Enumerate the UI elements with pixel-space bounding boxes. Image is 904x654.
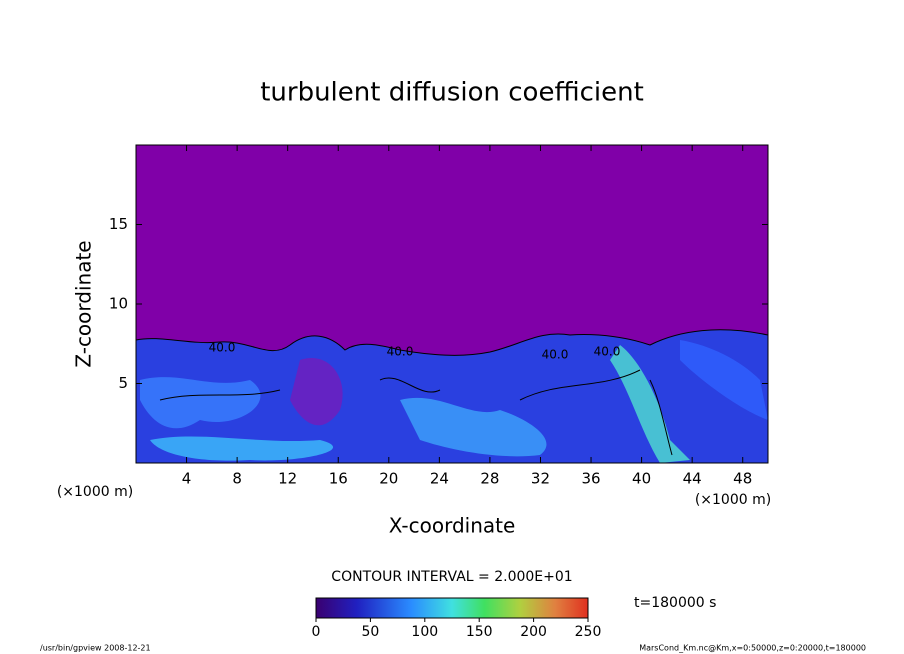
x-tick-label: 48 [733, 470, 752, 488]
x-unit-label: (×1000 m) [57, 484, 133, 500]
x-tick-label: 44 [683, 470, 702, 488]
contour-label: 40.0 [209, 341, 236, 355]
colorbar-tick-label: 150 [466, 624, 493, 640]
x-tick-label: 36 [581, 470, 600, 488]
contour-label: 40.0 [387, 345, 414, 359]
colorbar-tick-label: 250 [575, 624, 602, 640]
x-tick-label: 8 [232, 470, 242, 488]
footer-left: /usr/bin/gpview 2008-12-21 [40, 644, 151, 653]
x-tick-label: 32 [531, 470, 550, 488]
x-axis-label: X-coordinate [389, 514, 516, 538]
x-tick-label: 4 [182, 470, 192, 488]
x-unit-label: (×1000 m) [695, 492, 771, 508]
contour-label: 40.0 [594, 345, 621, 359]
x-tick-label: 12 [278, 470, 297, 488]
x-tick-label: 40 [632, 470, 651, 488]
colorbar-tick-label: 200 [520, 624, 547, 640]
contour-label: 40.0 [542, 348, 569, 362]
colorbar-tick-label: 0 [312, 624, 321, 640]
x-tick-label: 16 [329, 470, 348, 488]
y-axis-label: Z-coordinate [72, 240, 96, 367]
x-tick-label: 24 [430, 470, 449, 488]
colorbar-tick-label: 50 [361, 624, 379, 640]
x-tick-label: 20 [379, 470, 398, 488]
chart-title: turbulent diffusion coefficient [260, 78, 644, 108]
y-tick-label: 15 [109, 215, 128, 233]
y-tick-label: 5 [118, 374, 128, 392]
time-label: t=180000 s [634, 595, 716, 611]
field [136, 329, 768, 463]
y-tick-label: 10 [109, 295, 128, 313]
colorbar-tick-label: 100 [411, 624, 438, 640]
footer-right: MarsCond_Km.nc@Km,x=0:50000,z=0:20000,t=… [639, 644, 866, 653]
x-tick-label: 28 [480, 470, 499, 488]
contour-interval: CONTOUR INTERVAL = 2.000E+01 [331, 569, 572, 585]
colorbar [315, 597, 589, 619]
